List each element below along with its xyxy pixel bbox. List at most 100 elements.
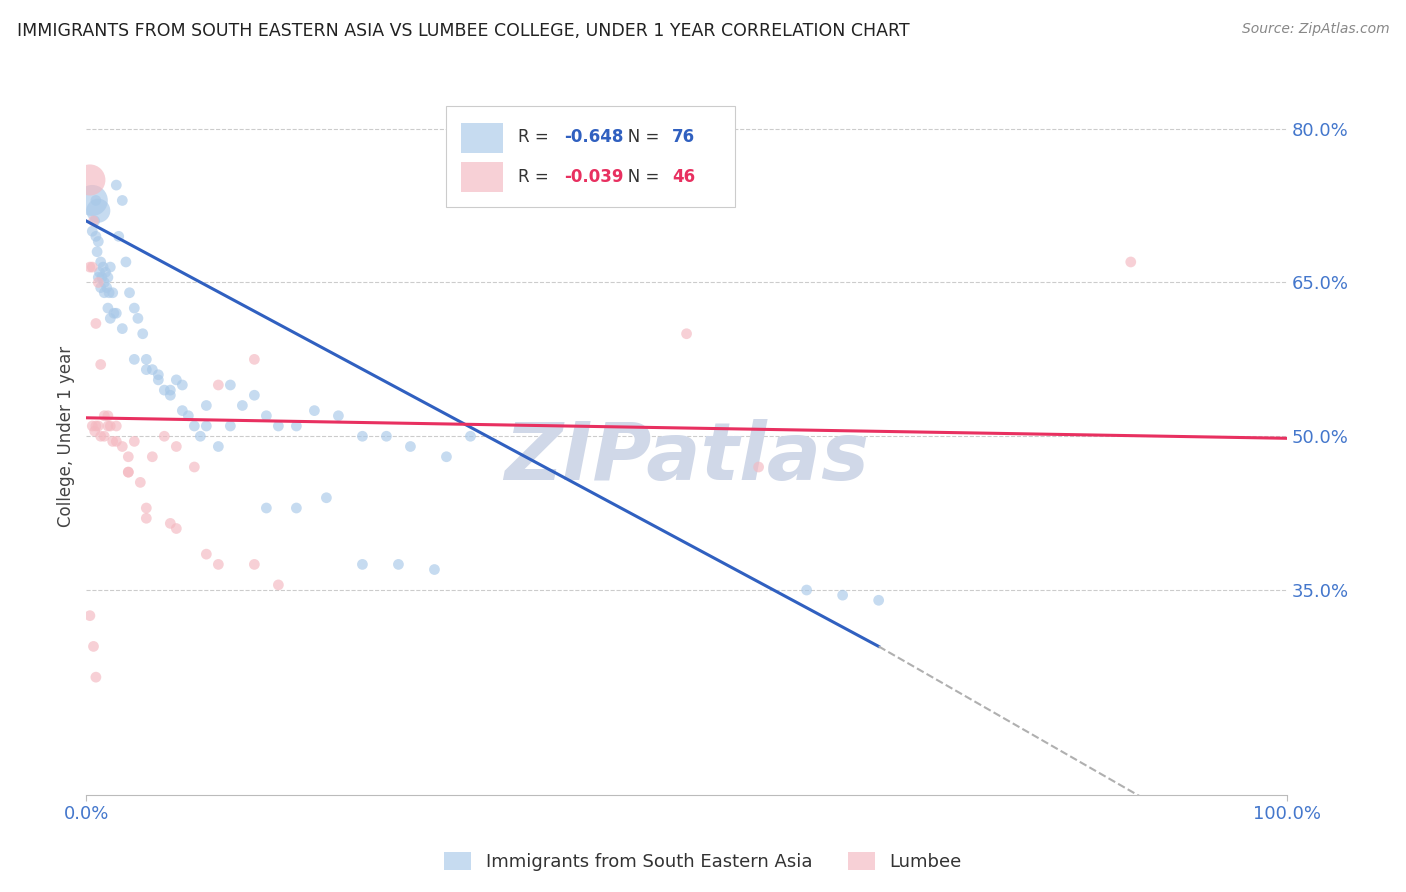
Point <box>97 419 120 434</box>
Point <box>117 465 139 479</box>
Point <box>87 203 110 218</box>
Point <box>86 244 108 259</box>
Text: IMMIGRANTS FROM SOUTH EASTERN ASIA VS LUMBEE COLLEGE, UNDER 1 YEAR CORRELATION C: IMMIGRANTS FROM SOUTH EASTERN ASIA VS LU… <box>17 22 910 40</box>
Point <box>117 450 139 464</box>
Point <box>93 285 115 300</box>
Point <box>315 491 337 505</box>
Point <box>90 429 112 443</box>
Point <box>267 578 290 592</box>
Y-axis label: College, Under 1 year: College, Under 1 year <box>58 346 75 527</box>
Point <box>153 429 176 443</box>
Point <box>98 285 121 300</box>
Point <box>98 260 121 274</box>
Point <box>118 285 141 300</box>
Point <box>87 270 110 285</box>
Point <box>82 224 104 238</box>
Point <box>105 419 128 434</box>
Point <box>135 511 157 525</box>
Point <box>436 450 458 464</box>
Point <box>117 465 139 479</box>
Point <box>87 419 110 434</box>
Point <box>387 558 409 572</box>
Point <box>423 562 446 576</box>
Point <box>132 326 155 341</box>
Text: ZIPatlas: ZIPatlas <box>505 418 869 497</box>
Point <box>254 501 277 516</box>
Point <box>84 317 107 331</box>
Point <box>1119 255 1142 269</box>
Point <box>675 326 697 341</box>
Point <box>135 501 157 516</box>
Point <box>219 419 242 434</box>
Text: -0.648: -0.648 <box>564 128 623 146</box>
Point <box>399 440 422 454</box>
Point <box>796 582 818 597</box>
Point <box>82 214 104 228</box>
Text: N =: N = <box>612 169 665 186</box>
Point <box>93 409 115 423</box>
Point <box>868 593 890 607</box>
Point <box>84 229 107 244</box>
Point <box>375 429 398 443</box>
Point <box>141 362 163 376</box>
Point <box>82 194 104 208</box>
Point <box>87 276 110 290</box>
Point <box>159 383 181 397</box>
Point <box>101 285 124 300</box>
Text: -0.039: -0.039 <box>564 169 624 186</box>
Point <box>97 301 120 315</box>
Point <box>96 280 118 294</box>
Point <box>243 558 266 572</box>
Point <box>124 434 146 449</box>
Point <box>79 260 101 274</box>
Point <box>831 588 853 602</box>
Text: R =: R = <box>519 128 554 146</box>
Point <box>748 460 770 475</box>
Point <box>207 440 229 454</box>
Point <box>352 558 374 572</box>
Point <box>84 670 107 684</box>
Point <box>148 368 170 382</box>
Point <box>124 352 146 367</box>
Text: N =: N = <box>612 128 665 146</box>
Point <box>93 276 115 290</box>
Point <box>183 419 205 434</box>
Text: Source: ZipAtlas.com: Source: ZipAtlas.com <box>1241 22 1389 37</box>
Point <box>195 399 218 413</box>
Point <box>285 419 308 434</box>
Point <box>91 260 114 274</box>
Point <box>105 434 128 449</box>
Point <box>267 419 290 434</box>
Point <box>177 409 200 423</box>
Point <box>243 388 266 402</box>
Point <box>207 378 229 392</box>
Point <box>165 440 187 454</box>
Point <box>231 399 253 413</box>
Point <box>103 306 125 320</box>
Point <box>135 352 157 367</box>
Text: 76: 76 <box>672 128 696 146</box>
Point <box>159 516 181 531</box>
Point <box>90 270 112 285</box>
Legend: Immigrants from South Eastern Asia, Lumbee: Immigrants from South Eastern Asia, Lumb… <box>437 845 969 879</box>
Point <box>97 270 120 285</box>
Bar <box>461 123 503 153</box>
Point <box>105 178 128 192</box>
Point <box>93 429 115 443</box>
Point <box>111 321 134 335</box>
Point <box>141 450 163 464</box>
Point <box>98 311 121 326</box>
Point <box>153 383 176 397</box>
Point <box>285 501 308 516</box>
Point <box>460 429 482 443</box>
Point <box>159 388 181 402</box>
Point <box>83 424 105 438</box>
Point <box>304 403 326 417</box>
Point <box>94 265 117 279</box>
Point <box>254 409 277 423</box>
Text: 46: 46 <box>672 169 696 186</box>
Point <box>172 378 194 392</box>
Point <box>82 260 104 274</box>
Point <box>105 306 128 320</box>
Point <box>98 419 121 434</box>
